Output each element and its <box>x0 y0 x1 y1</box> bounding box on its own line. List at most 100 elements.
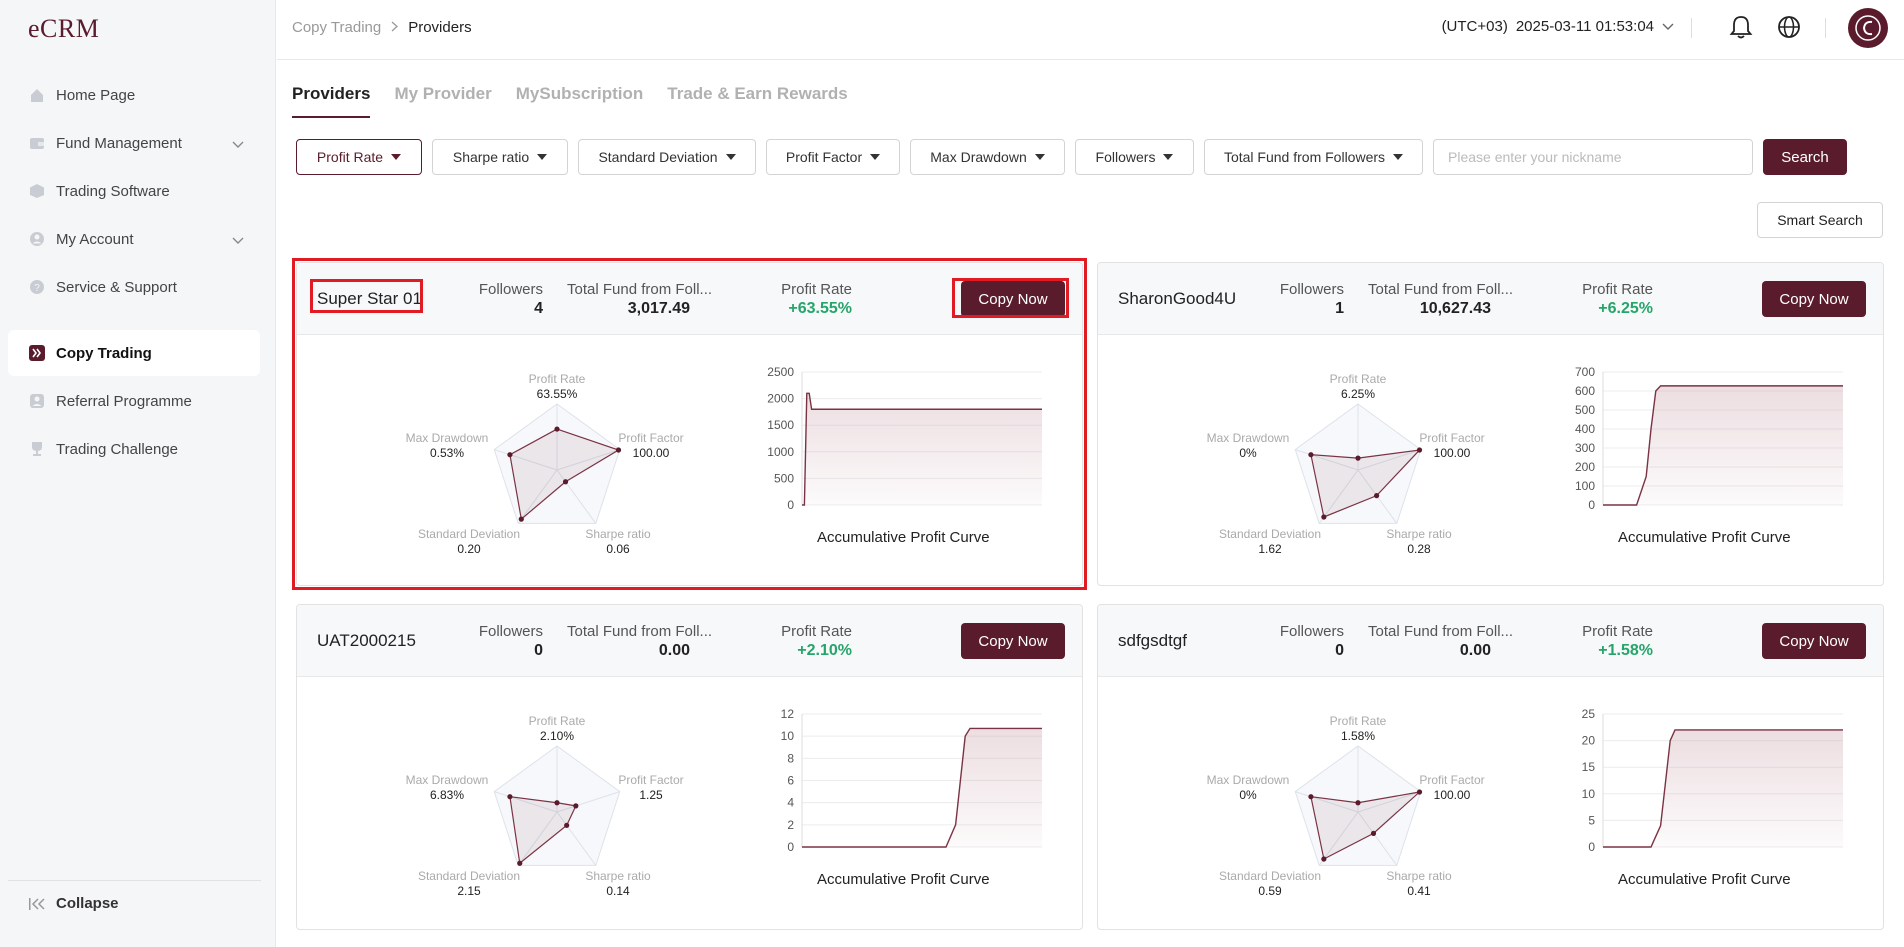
collapse-button[interactable]: Collapse <box>28 895 119 912</box>
caret-down-icon <box>870 154 881 160</box>
y-tick-label: 500 <box>774 471 794 485</box>
followers-label: Followers <box>1279 623 1344 640</box>
filter-followers[interactable]: Followers <box>1075 139 1194 175</box>
radar-label-max-drawdown-value: 6.83% <box>430 788 464 802</box>
radar-label-max-drawdown: Max Drawdown <box>1207 773 1290 787</box>
y-tick-label: 10 <box>781 729 795 743</box>
y-tick-label: 1000 <box>767 445 794 459</box>
followers-value: 0 <box>534 642 543 659</box>
provider-name[interactable]: UAT2000215 <box>317 631 416 650</box>
referral-icon <box>28 392 46 410</box>
sidebar-item-referral[interactable]: Referral Programme <box>8 378 260 424</box>
radar-point <box>573 803 579 809</box>
filter-label: Followers <box>1095 149 1156 165</box>
timezone-selector[interactable]: (UTC+03) 2025-03-11 01:53:04 <box>1442 18 1674 35</box>
copy-now-button[interactable]: Copy Now <box>961 623 1065 659</box>
card-header: SharonGood4U Followers 1 Total Fund from Fo… <box>1098 263 1883 335</box>
sidebar-item-copy-trading[interactable]: Copy Trading <box>8 330 260 376</box>
breadcrumb: Copy Trading Providers <box>292 19 472 36</box>
sidebar-item-home[interactable]: Home Page <box>8 72 260 118</box>
radar-label-profit-factor-value: 1.25 <box>639 788 663 802</box>
radar-label-profit-factor: Profit Factor <box>1419 773 1484 787</box>
followers-label: Followers <box>478 623 543 640</box>
caret-down-icon <box>1034 154 1045 160</box>
profit-rate-label: Profit Rate <box>781 623 852 640</box>
app-logo[interactable]: eCRM <box>28 14 100 43</box>
card-header: UAT2000215 Followers 0 Total Fund from Foll… <box>297 605 1082 677</box>
sidebar-item-service-support[interactable]: ? Service & Support <box>8 264 260 310</box>
sidebar-item-trading-software[interactable]: Trading Software <box>8 168 260 214</box>
search-button[interactable]: Search <box>1763 139 1847 175</box>
header-divider <box>1691 18 1692 38</box>
filter-profit-rate[interactable]: Profit Rate <box>296 139 422 175</box>
nickname-search-input[interactable] <box>1433 139 1753 175</box>
collapse-icon <box>28 897 46 911</box>
y-tick-label: 600 <box>1575 384 1595 398</box>
radar-point <box>507 794 513 800</box>
smart-search-button[interactable]: Smart Search <box>1757 202 1883 238</box>
globe-icon[interactable] <box>1777 14 1801 45</box>
radar-label-profit-factor: Profit Factor <box>618 773 683 787</box>
breadcrumb-link[interactable]: Copy Trading <box>292 19 382 36</box>
total-fund-label: Total Fund from Foll... <box>1368 281 1514 298</box>
curve-title: Accumulative Profit Curve <box>1618 529 1791 546</box>
radar-label-max-drawdown-value: 0% <box>1239 788 1257 802</box>
copy-now-button[interactable]: Copy Now <box>961 281 1065 317</box>
tab-trade-earn-rewards[interactable]: Trade & Earn Rewards <box>667 84 848 103</box>
filter-max-drawdown[interactable]: Max Drawdown <box>910 139 1065 175</box>
sidebar-item-label: Copy Trading <box>56 344 152 362</box>
profit-curve-line <box>802 392 1042 506</box>
sidebar-item-fund-management[interactable]: Fund Management <box>8 120 260 166</box>
tab-my-subscription[interactable]: MySubscription <box>515 84 644 103</box>
followers-value: 1 <box>1335 300 1344 317</box>
profit-curve-chart: 2500 2000 1500 1000 500 0 <box>767 365 1042 512</box>
filter-total-fund[interactable]: Total Fund from Followers <box>1204 139 1423 175</box>
radar-point <box>562 479 569 485</box>
trophy-icon <box>28 440 46 458</box>
copy-now-button[interactable]: Copy Now <box>1762 281 1866 317</box>
provider-name[interactable]: sdfgsdtgf <box>1118 631 1187 650</box>
provider-card: UAT2000215 Followers 0 Total Fund from Foll… <box>296 604 1083 930</box>
radar-point <box>1374 493 1380 499</box>
radar-label-sharpe-ratio-value: 0.41 <box>1407 884 1431 895</box>
curve-title: Accumulative Profit Curve <box>1618 871 1791 888</box>
avatar[interactable] <box>1848 8 1888 48</box>
total-fund-label: Total Fund from Foll... <box>567 281 713 298</box>
total-fund-label: Total Fund from Foll... <box>567 623 713 640</box>
total-fund-label: Total Fund from Foll... <box>1368 623 1514 640</box>
radar-label-profit-rate-value: 1.58% <box>1341 729 1375 743</box>
y-tick-label: 15 <box>1582 760 1596 774</box>
sidebar-item-my-account[interactable]: My Account <box>8 216 260 262</box>
radar-label-standard-deviation-value: 2.15 <box>457 884 481 895</box>
filter-standard-deviation[interactable]: Standard Deviation <box>578 139 756 175</box>
filter-profit-factor[interactable]: Profit Factor <box>766 139 900 175</box>
filter-label: Profit Rate <box>316 149 384 165</box>
profit-rate-value: +63.55% <box>788 300 852 317</box>
sidebar-item-trading-challenge[interactable]: Trading Challenge <box>8 426 260 472</box>
radar-label-sharpe-ratio-value: 0.28 <box>1407 542 1431 553</box>
tab-my-provider[interactable]: My Provider <box>394 84 492 103</box>
filter-label: Sharpe ratio <box>452 149 530 165</box>
radar-label-standard-deviation: Standard Deviation <box>418 527 520 541</box>
radar-point <box>1355 455 1361 461</box>
radar-point <box>1321 856 1327 862</box>
profit-curve-chart: 25 20 15 10 5 0 <box>1582 707 1843 854</box>
profit-rate-value: +2.10% <box>797 642 852 659</box>
y-tick-label: 0 <box>1588 498 1595 512</box>
copy-now-button[interactable]: Copy Now <box>1762 623 1866 659</box>
filter-sharpe-ratio[interactable]: Sharpe ratio <box>432 139 568 175</box>
provider-name[interactable]: SharonGood4U <box>1118 289 1237 308</box>
followers-value: 4 <box>534 300 543 317</box>
sidebar-item-label: Trading Software <box>56 182 170 200</box>
sidebar-item-label: Fund Management <box>56 134 182 152</box>
radar-point <box>1416 447 1423 453</box>
radar-label-profit-factor: Profit Factor <box>618 431 683 445</box>
radar-label-profit-rate-value: 63.55% <box>537 387 578 401</box>
tab-providers[interactable]: Providers <box>292 84 371 118</box>
radar-label-standard-deviation: Standard Deviation <box>418 869 520 883</box>
bell-icon[interactable] <box>1729 14 1753 45</box>
profit-curve-chart: 700 600 500 400 300 200 100 0 <box>1575 365 1843 512</box>
provider-name[interactable]: Super Star 01 <box>317 289 422 308</box>
sidebar-footer: Collapse <box>8 880 261 912</box>
